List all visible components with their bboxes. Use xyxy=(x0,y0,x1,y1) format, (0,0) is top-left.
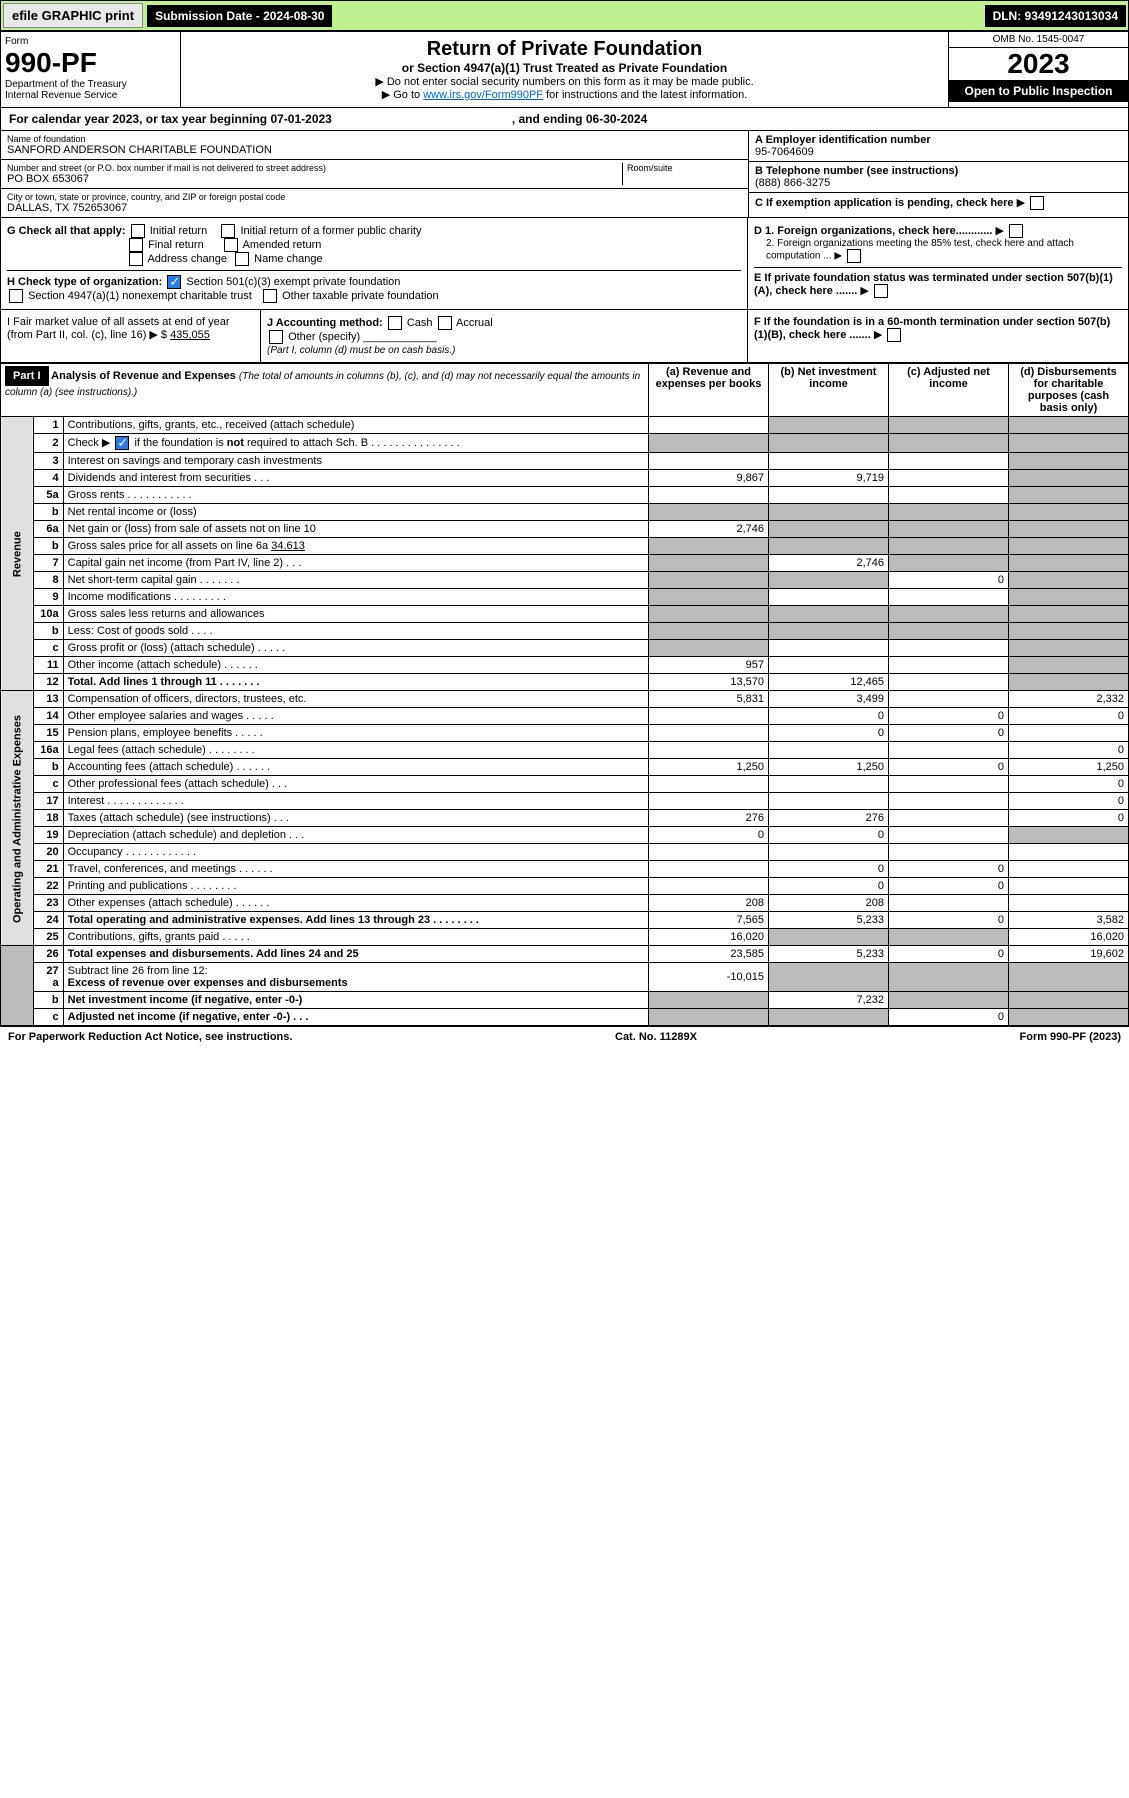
form-label: Form xyxy=(5,36,176,47)
chk-cash[interactable] xyxy=(388,316,402,330)
instructions-link[interactable]: www.irs.gov/Form990PF xyxy=(423,89,543,101)
form-header: Form 990-PF Department of the Treasury I… xyxy=(0,31,1129,108)
c-label: C If exemption application is pending, c… xyxy=(755,197,1014,209)
fmv: 435,055 xyxy=(170,329,210,341)
chk-addr[interactable] xyxy=(129,252,143,266)
chk-initial[interactable] xyxy=(131,224,145,238)
address: PO BOX 653067 xyxy=(7,173,622,185)
chk-d1[interactable] xyxy=(1009,224,1023,238)
form-subtitle: or Section 4947(a)(1) Trust Treated as P… xyxy=(187,61,942,75)
chk-f[interactable] xyxy=(887,328,901,342)
omb: OMB No. 1545-0047 xyxy=(949,32,1128,48)
chk-other-tax[interactable] xyxy=(263,289,277,303)
phone: (888) 866-3275 xyxy=(755,177,1122,189)
chk-amended[interactable] xyxy=(224,238,238,252)
chk-501c3[interactable] xyxy=(167,275,181,289)
chk-4947[interactable] xyxy=(9,289,23,303)
note1: ▶ Do not enter social security numbers o… xyxy=(187,75,942,88)
chk-other-acct[interactable] xyxy=(269,330,283,344)
expenses-sidebar: Operating and Administrative Expenses xyxy=(1,691,34,946)
chk-initial-fp[interactable] xyxy=(221,224,235,238)
note2: ▶ Go to www.irs.gov/Form990PF for instru… xyxy=(187,88,942,101)
chk-final[interactable] xyxy=(129,238,143,252)
chk-schb[interactable] xyxy=(115,436,129,450)
part1-table: Part I Analysis of Revenue and Expenses … xyxy=(0,363,1129,1026)
tax-year: 2023 xyxy=(949,48,1128,80)
submission-date: Submission Date - 2024-08-30 xyxy=(147,5,332,27)
efile-print-btn[interactable]: efile GRAPHIC print xyxy=(3,3,143,28)
calendar-year-line: For calendar year 2023, or tax year begi… xyxy=(0,108,1129,131)
chk-d2[interactable] xyxy=(847,249,861,263)
dln: DLN: 93491243013034 xyxy=(985,5,1126,27)
dept: Department of the Treasury xyxy=(5,79,176,90)
c-checkbox[interactable] xyxy=(1030,196,1044,210)
topbar: efile GRAPHIC print Submission Date - 20… xyxy=(0,0,1129,31)
form-title: Return of Private Foundation xyxy=(187,38,942,61)
chk-accrual[interactable] xyxy=(438,316,452,330)
part1-label: Part I xyxy=(5,366,49,386)
footer: For Paperwork Reduction Act Notice, see … xyxy=(0,1026,1129,1047)
irs: Internal Revenue Service xyxy=(5,90,176,101)
foundation-name: SANFORD ANDERSON CHARITABLE FOUNDATION xyxy=(7,144,742,156)
chk-e[interactable] xyxy=(874,284,888,298)
id-block: Name of foundationSANFORD ANDERSON CHARI… xyxy=(0,131,1129,218)
city: DALLAS, TX 752653067 xyxy=(7,202,742,214)
form-number: 990-PF xyxy=(5,47,176,79)
revenue-sidebar: Revenue xyxy=(1,417,34,691)
ein: 95-7064609 xyxy=(755,146,1122,158)
chk-name[interactable] xyxy=(235,252,249,266)
open-inspection: Open to Public Inspection xyxy=(949,80,1128,102)
